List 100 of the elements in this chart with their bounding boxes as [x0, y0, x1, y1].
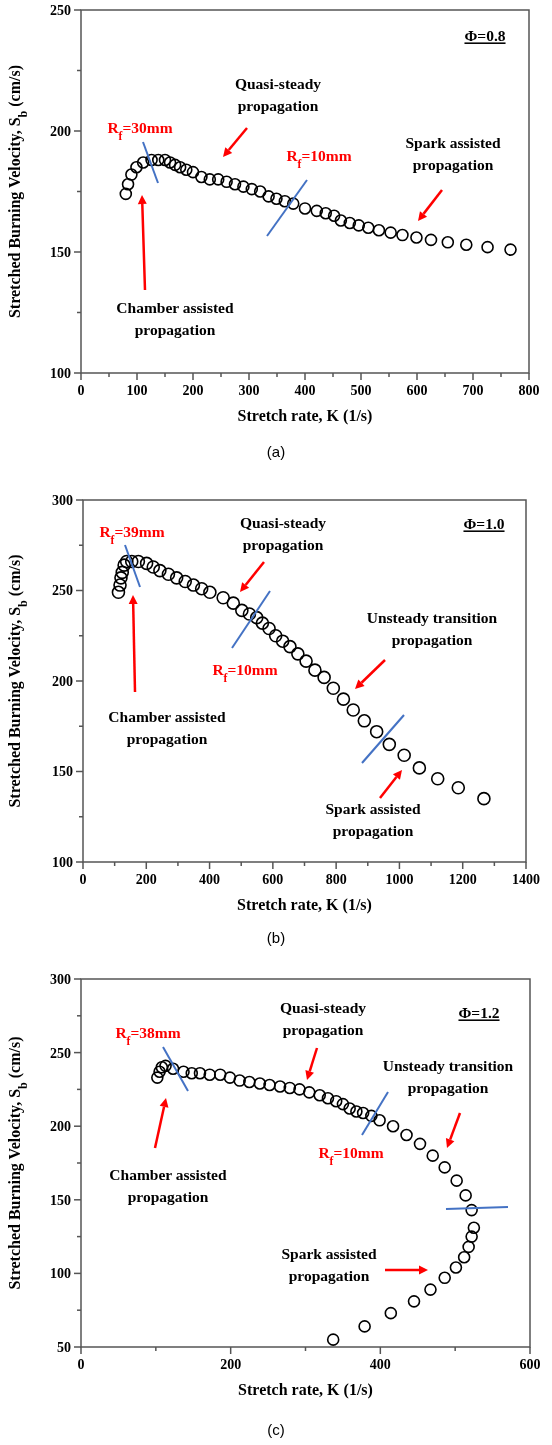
point — [111, 585, 126, 600]
point — [195, 170, 208, 184]
x-tick-label: 600 — [262, 872, 284, 887]
point — [243, 1075, 256, 1089]
point — [161, 567, 176, 582]
point — [481, 240, 494, 254]
point — [169, 571, 184, 585]
point — [173, 161, 187, 174]
point — [356, 1106, 370, 1120]
point — [155, 1061, 169, 1074]
point — [372, 223, 386, 237]
x-tick-label: 1200 — [448, 872, 477, 887]
point — [343, 1102, 356, 1115]
point — [336, 692, 351, 706]
point — [113, 578, 127, 592]
point — [151, 1071, 164, 1084]
point — [168, 158, 182, 172]
annotation: Chamber assisted propagation — [108, 708, 227, 748]
point — [326, 1333, 340, 1346]
point — [441, 236, 455, 249]
y-tick-label: 100 — [50, 365, 71, 381]
point — [357, 714, 372, 728]
point — [467, 1221, 481, 1235]
annotation: Quasi-steady propagation — [279, 999, 367, 1039]
point — [278, 194, 292, 208]
annotation: R$_{f}$=10mm — [212, 661, 278, 685]
y-tick-label: 100 — [52, 854, 73, 870]
point — [321, 1091, 335, 1105]
annotation: Φ=1.0 — [463, 515, 505, 533]
text: (a) — [266, 443, 286, 461]
point — [283, 1081, 297, 1095]
point — [373, 1114, 386, 1127]
point — [465, 1230, 478, 1243]
annotation: Chamber assisted propagation — [109, 1166, 228, 1206]
point — [220, 175, 233, 189]
point — [115, 565, 130, 580]
x-tick-label: 400 — [369, 1357, 391, 1372]
point — [413, 1137, 427, 1151]
point — [136, 156, 150, 169]
point — [358, 1320, 371, 1333]
point — [462, 1240, 475, 1254]
x-tick-label: 0 — [77, 383, 85, 398]
point — [235, 603, 249, 618]
point — [119, 187, 133, 201]
point — [291, 647, 305, 661]
point — [430, 771, 445, 786]
point — [268, 628, 283, 643]
point — [412, 761, 427, 775]
point — [329, 1094, 343, 1108]
point — [293, 1083, 306, 1096]
point — [151, 153, 165, 167]
x-axis-title: Stretch rate, K (1/s) — [237, 407, 373, 425]
x-tick-label: 100 — [126, 383, 148, 398]
point — [313, 1088, 327, 1102]
point — [226, 596, 241, 610]
point — [457, 1250, 471, 1264]
x-axis-title: Stretch rate, K (1/s) — [238, 1381, 373, 1399]
text: (b) — [266, 929, 286, 947]
point — [450, 1174, 463, 1187]
point — [283, 639, 297, 654]
point — [233, 1074, 246, 1087]
x-tick-label: 200 — [135, 872, 157, 887]
point — [125, 168, 138, 181]
point — [286, 197, 300, 210]
point — [166, 1062, 180, 1076]
point — [131, 554, 146, 569]
point — [249, 610, 264, 625]
point — [139, 556, 154, 571]
point — [117, 558, 131, 572]
point — [213, 1068, 227, 1081]
point — [158, 153, 172, 167]
point — [334, 214, 348, 227]
point — [245, 182, 259, 196]
x-tick-label: 0 — [77, 1357, 85, 1372]
annotation: R$_{f}$=30mm — [107, 119, 173, 143]
point — [326, 681, 341, 696]
point — [216, 590, 230, 605]
point — [308, 663, 322, 677]
point — [185, 1066, 199, 1080]
point — [178, 574, 193, 589]
x-axis-title: Stretch rate, K (1/s) — [237, 896, 372, 914]
point — [346, 703, 361, 717]
annotation: Chamber assisted propagation — [116, 299, 235, 339]
point — [299, 654, 313, 668]
y-tick-label: 100 — [50, 1266, 71, 1282]
point — [253, 185, 267, 198]
point — [396, 228, 409, 242]
point — [426, 1149, 440, 1162]
point — [298, 202, 312, 215]
annotation: R$_{f}$=10mm — [286, 147, 352, 171]
point — [153, 1065, 166, 1079]
annotation: Φ=0.8 — [464, 27, 506, 45]
point — [369, 724, 384, 739]
x-tick-label: 400 — [294, 383, 316, 398]
point — [343, 216, 357, 230]
point — [397, 748, 411, 763]
x-tick-label: 1000 — [385, 872, 414, 887]
y-tick-label: 150 — [50, 244, 71, 260]
point — [350, 1105, 363, 1118]
x-tick-label: 800 — [518, 383, 540, 398]
